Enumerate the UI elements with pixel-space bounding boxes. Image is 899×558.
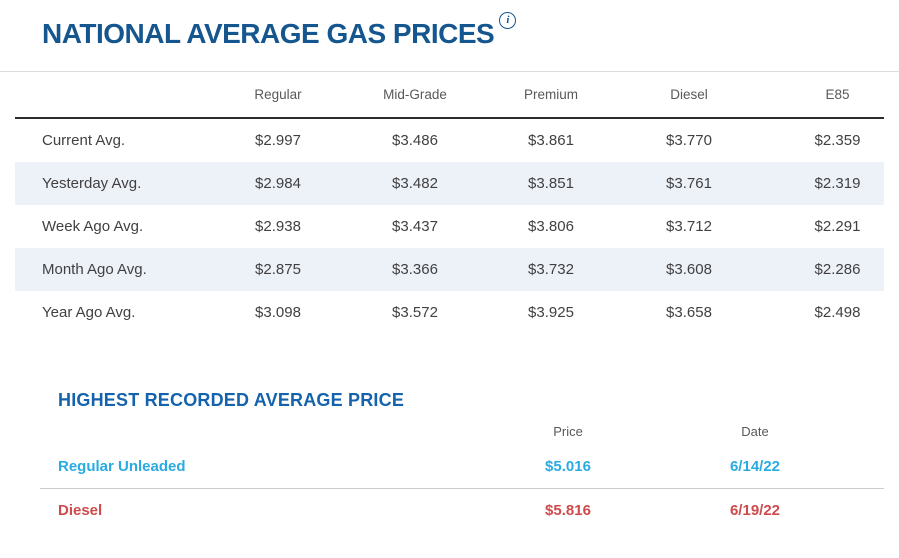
highest-price: $5.816 — [545, 502, 591, 519]
column-header-midgrade: Mid-Grade — [383, 87, 447, 102]
price-value: $3.658 — [666, 304, 712, 321]
price-value: $3.486 — [392, 132, 438, 149]
price-value: $2.875 — [255, 261, 301, 278]
price-value: $3.608 — [666, 261, 712, 278]
price-value: $3.732 — [528, 261, 574, 278]
highest-date: 6/14/22 — [729, 458, 781, 475]
column-header-price: Price — [553, 423, 583, 439]
price-value: $3.761 — [666, 175, 712, 192]
page-title: NATIONAL AVERAGE GAS PRICES i — [42, 12, 517, 49]
highest-recorded-title: HIGHEST RECORDED AVERAGE PRICE — [58, 390, 405, 410]
fuel-label: Regular Unleaded — [58, 458, 186, 475]
table-row-yesterday-avg: Yesterday Avg. $2.984 $3.482 $3.851 $3.7… — [15, 162, 884, 205]
price-value: $3.770 — [666, 132, 712, 149]
price-value: $2.997 — [255, 132, 301, 149]
price-value: $2.291 — [814, 218, 861, 235]
info-icon[interactable]: i — [499, 12, 517, 29]
top-divider — [0, 71, 899, 72]
price-value: $3.366 — [392, 261, 438, 278]
price-value: $3.098 — [255, 304, 301, 321]
price-value: $2.319 — [814, 175, 861, 192]
column-header-diesel: Diesel — [670, 87, 708, 102]
table-row-current-avg: Current Avg. $2.997 $3.486 $3.861 $3.770… — [15, 119, 884, 162]
price-value: $3.437 — [392, 218, 438, 235]
fuel-label: Diesel — [58, 502, 103, 519]
price-value: $3.712 — [666, 218, 712, 235]
row-divider — [40, 488, 884, 489]
price-value: $2.984 — [255, 175, 301, 192]
price-value: $3.572 — [392, 304, 438, 321]
row-label: Month Ago Avg. — [42, 261, 147, 278]
highest-row-diesel: Diesel $5.816 6/19/22 — [40, 489, 884, 532]
price-value: $3.861 — [528, 132, 574, 149]
highest-recorded-header-row: Price Date — [40, 417, 884, 445]
price-value: $3.925 — [528, 304, 574, 321]
row-label: Yesterday Avg. — [42, 175, 142, 192]
price-value: $3.851 — [528, 175, 574, 192]
table-row-month-ago-avg: Month Ago Avg. $2.875 $3.366 $3.732 $3.6… — [15, 248, 884, 291]
national-average-table: Regular Mid-Grade Premium Diesel E85 Cur… — [15, 72, 884, 334]
row-label: Week Ago Avg. — [42, 218, 144, 235]
highest-price: $5.016 — [545, 458, 591, 475]
price-value: $3.482 — [392, 175, 438, 192]
table-header-row: Regular Mid-Grade Premium Diesel E85 — [15, 72, 884, 119]
table-row-year-ago-avg: Year Ago Avg. $3.098 $3.572 $3.925 $3.65… — [15, 291, 884, 334]
highest-date: 6/19/22 — [729, 502, 781, 519]
price-value: $2.359 — [814, 132, 861, 149]
highest-row-regular-unleaded: Regular Unleaded $5.016 6/14/22 — [40, 445, 884, 488]
column-header-e85: E85 — [825, 87, 850, 102]
highest-recorded-section: HIGHEST RECORDED AVERAGE PRICE Price Dat… — [40, 390, 884, 532]
price-value: $2.498 — [814, 304, 861, 321]
column-header-regular: Regular — [254, 87, 302, 102]
table-row-week-ago-avg: Week Ago Avg. $2.938 $3.437 $3.806 $3.71… — [15, 205, 884, 248]
price-value: $2.938 — [255, 218, 301, 235]
gas-prices-page: { "header": { "title": "NATIONAL AVERAGE… — [0, 12, 899, 558]
row-label: Current Avg. — [42, 132, 126, 149]
column-header-premium: Premium — [523, 87, 578, 102]
row-label: Year Ago Avg. — [42, 304, 136, 321]
price-value: $2.286 — [814, 261, 861, 278]
column-header-date: Date — [741, 423, 769, 439]
price-value: $3.806 — [528, 218, 574, 235]
page-title-text: NATIONAL AVERAGE GAS PRICES — [42, 18, 495, 49]
page-header: NATIONAL AVERAGE GAS PRICES i — [42, 12, 899, 49]
